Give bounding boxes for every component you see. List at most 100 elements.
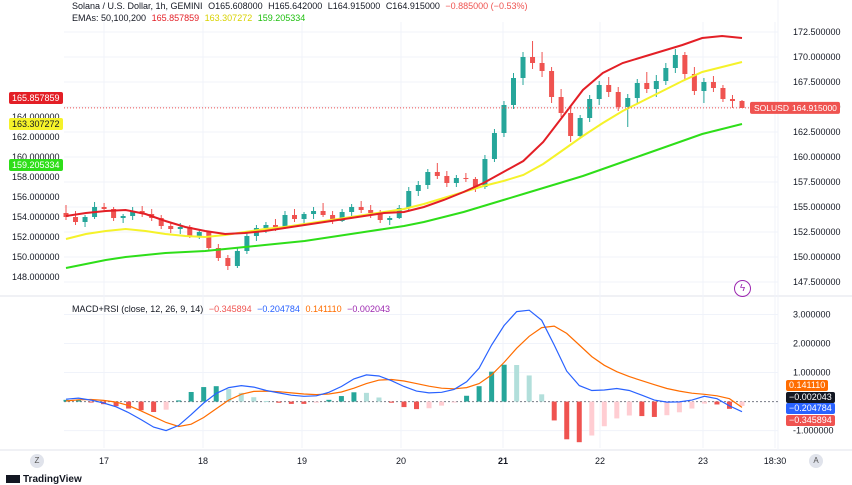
tradingview-logo[interactable]: TradingView xyxy=(6,474,82,485)
macd-value-tag: 0.141110 xyxy=(786,380,829,391)
macd-histogram-bar xyxy=(301,401,307,404)
candle-body xyxy=(415,185,421,191)
macd-value-tag: −0.204784 xyxy=(786,403,835,414)
candle-body xyxy=(234,251,240,266)
candle-body xyxy=(158,218,164,226)
candle-body xyxy=(272,225,278,227)
macd-histogram-bar xyxy=(376,397,382,402)
candle-body xyxy=(73,217,79,222)
candle-body xyxy=(501,105,507,133)
macd-histogram-bar xyxy=(201,387,207,402)
macd-histogram-bar xyxy=(88,401,94,403)
macd-histogram-bar xyxy=(401,401,407,408)
macd-histogram-bar xyxy=(326,399,332,402)
symbol-title: Solana / U.S. Dollar, 1h, GEMINI xyxy=(72,1,203,11)
candle-body xyxy=(111,209,117,218)
candle-body xyxy=(206,232,212,248)
macd-histogram-bar xyxy=(514,365,520,402)
macd-histogram-bar xyxy=(163,401,169,410)
macd-axis-label: 2.000000 xyxy=(793,339,831,349)
macd-histogram-bar xyxy=(489,371,495,402)
macd-histogram-bar xyxy=(526,375,532,402)
macd-histogram-bar xyxy=(739,401,745,406)
signal-line xyxy=(65,325,743,428)
candle-body xyxy=(634,83,640,98)
macd-histogram-bar xyxy=(714,401,720,405)
tradingview-icon xyxy=(6,475,20,484)
price-axis-label: 152.500000 xyxy=(793,227,841,237)
candle-body xyxy=(225,258,231,266)
candle-body xyxy=(472,179,478,187)
macd-histogram-bar xyxy=(689,401,695,409)
left-axis-label: 164.000000 xyxy=(12,112,60,122)
candle-body xyxy=(710,82,716,88)
price-axis-label: 147.500000 xyxy=(793,277,841,287)
macd-histogram-bar xyxy=(426,401,432,409)
candle-body xyxy=(691,74,697,91)
candle-body xyxy=(729,99,735,101)
macd-axis-label: -1.000000 xyxy=(793,426,834,436)
candle-body xyxy=(311,211,317,214)
ema-price-tag: 159.205334 xyxy=(9,158,63,171)
candle-body xyxy=(187,227,193,236)
candle-body xyxy=(292,215,298,219)
ohlc-change: −0.885000 (−0.53%) xyxy=(445,1,528,11)
macd-value-tag: −0.345894 xyxy=(786,414,835,426)
candle-body xyxy=(320,211,326,215)
macd-histogram-bar xyxy=(639,401,645,417)
price-axis-label: 150.000000 xyxy=(793,252,841,262)
ema100-line xyxy=(65,61,743,240)
ema50-value: 165.857859 xyxy=(151,13,200,23)
macd-histogram-bar xyxy=(551,401,557,421)
candle-body xyxy=(101,207,107,209)
macd-histogram-bar xyxy=(651,401,657,417)
price-axis-label: 167.500000 xyxy=(793,77,841,87)
candle-body xyxy=(358,207,364,210)
macd-histogram-bar xyxy=(138,401,144,411)
ema200-value: 159.205334 xyxy=(257,13,306,23)
price-axis-label: 157.500000 xyxy=(793,177,841,187)
macd-histogram-bar xyxy=(188,391,194,402)
candle-body xyxy=(301,214,307,219)
lightning-icon[interactable]: ϟ xyxy=(734,280,751,297)
brand-name: TradingView xyxy=(23,474,82,485)
candle-body xyxy=(387,218,393,220)
candle-body xyxy=(587,99,593,118)
macd-histogram-bar xyxy=(351,392,357,402)
candle-body xyxy=(434,172,440,176)
macd-histogram-bar xyxy=(263,400,269,402)
candle-body xyxy=(663,68,669,81)
ema-label: EMAs: 50,100,200 xyxy=(72,13,147,23)
candle-body xyxy=(682,55,688,74)
macd-histogram-bar xyxy=(288,401,294,404)
candle-body xyxy=(568,113,574,136)
macd-histogram-bar xyxy=(539,394,545,402)
ema-price-tag: 163.307272 xyxy=(9,117,63,130)
candle-body xyxy=(177,227,183,229)
macd-histogram-bar xyxy=(113,401,119,407)
ema-price-tag: 165.857859 xyxy=(9,92,63,105)
time-axis-label: 18 xyxy=(198,456,208,466)
macd-axis-label: 3.000000 xyxy=(793,310,831,320)
candle-body xyxy=(653,81,659,89)
price-axis-label: 160.000000 xyxy=(793,152,841,162)
candle-body xyxy=(377,213,383,220)
ema-header: EMAs: 50,100,200 165.857859 163.307272 1… xyxy=(72,13,308,23)
candle-body xyxy=(615,92,621,107)
symbol-tag: SOLUSD xyxy=(754,103,789,113)
signal-value: −0.204784 xyxy=(257,304,300,314)
macd-histogram-bar xyxy=(363,392,369,402)
candle-body xyxy=(425,172,431,185)
candle-body xyxy=(282,215,288,227)
left-axis-label: 160.000000 xyxy=(12,152,60,162)
candle-body xyxy=(672,55,678,68)
candle-body xyxy=(339,212,345,221)
macd-histogram-bar xyxy=(476,386,482,402)
time-axis-label: 21 xyxy=(498,456,508,466)
ohlc-low: L164.915000 xyxy=(327,1,381,11)
macd-histogram-bar xyxy=(176,400,182,402)
zoom-button[interactable]: Z xyxy=(30,454,44,468)
auto-scale-button[interactable]: A xyxy=(809,454,823,468)
left-axis-label: 152.000000 xyxy=(12,232,60,242)
